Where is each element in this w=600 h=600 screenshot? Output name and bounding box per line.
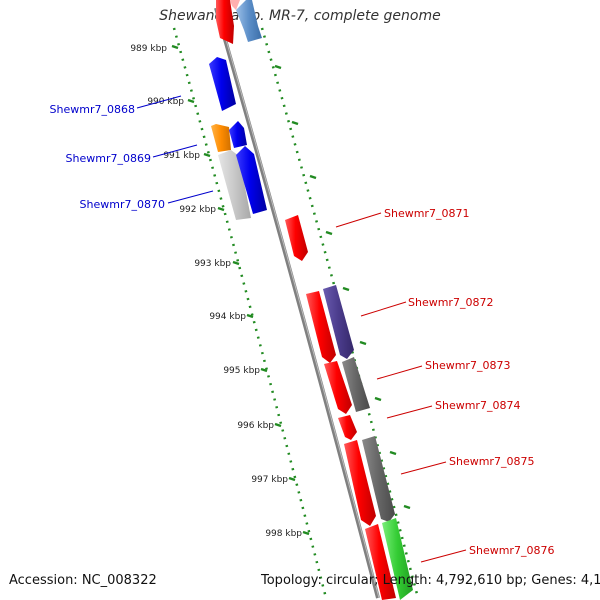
gene-shewmr7-0876[interactable] <box>365 524 396 600</box>
gene-shewmr7-0875[interactable] <box>344 440 376 526</box>
accession-label: Accession: NC_008322 <box>9 573 157 588</box>
gene-label-0875[interactable]: Shewmr7_0875 <box>449 455 534 468</box>
scale-label-989: 989 kbp <box>130 44 167 54</box>
gene-top-light-blue[interactable] <box>236 0 262 42</box>
gene-label-0872[interactable]: Shewmr7_0872 <box>408 296 493 309</box>
leader-line-0873 <box>376 365 423 380</box>
gene-shewmr7-0875-gray[interactable] <box>362 436 395 522</box>
gene-orange[interactable] <box>211 124 231 152</box>
gene-shewmr7-0870[interactable] <box>236 146 267 214</box>
gene-shewmr7-0876-green[interactable] <box>382 518 413 600</box>
gene-shewmr7-0870-gray[interactable] <box>218 150 251 220</box>
leader-line-0875 <box>400 461 447 475</box>
leader-line-0868 <box>136 95 182 109</box>
genome-stats-text: Topology: circular; Length: 4,792,610 bp… <box>261 573 600 588</box>
gene-label-0868[interactable]: Shewmr7_0868 <box>50 103 135 116</box>
leader-line-0870 <box>167 190 214 204</box>
gene-shewmr7-0873[interactable] <box>324 361 352 414</box>
inner-tick-track <box>172 27 328 599</box>
genome-backbone-highlight <box>216 7 380 599</box>
gene-label-0871[interactable]: Shewmr7_0871 <box>384 207 469 220</box>
leader-line-0876 <box>420 549 467 563</box>
gene-shewmr7-0869[interactable] <box>229 121 247 148</box>
scale-label-994: 994 kbp <box>209 312 246 322</box>
gene-label-0870[interactable]: Shewmr7_0870 <box>80 198 165 211</box>
scale-tick-marks <box>171 44 411 536</box>
leader-line-0869 <box>152 144 198 158</box>
scale-label-997: 997 kbp <box>251 475 288 485</box>
scale-label-990: 990 kbp <box>147 97 184 107</box>
gene-label-0869[interactable]: Shewmr7_0869 <box>66 152 151 165</box>
scale-label-996: 996 kbp <box>237 421 274 431</box>
gene-shewmr7-0871[interactable] <box>285 215 308 261</box>
genome-backbone <box>214 7 380 599</box>
genome-stats: Topology: circular; Length: 4,792,610 bp… <box>261 573 600 588</box>
gene-shewmr7-0874[interactable] <box>338 415 357 440</box>
gene-label-0874[interactable]: Shewmr7_0874 <box>435 399 520 412</box>
scale-label-992: 992 kbp <box>179 205 216 215</box>
leader-line-0871 <box>335 212 382 228</box>
gene-top-light-red[interactable] <box>230 0 240 10</box>
scale-label-995: 995 kbp <box>223 366 260 376</box>
scale-label-993: 993 kbp <box>194 259 231 269</box>
gene-label-0876[interactable]: Shewmr7_0876 <box>469 544 554 557</box>
scale-label-991: 991 kbp <box>163 151 200 161</box>
leader-line-0874 <box>386 405 433 419</box>
gene-shewmr7-0873-gray[interactable] <box>342 357 370 412</box>
scale-label-998: 998 kbp <box>265 529 302 539</box>
gene-shewmr7-0868[interactable] <box>209 57 236 111</box>
gene-shewmr7-0872[interactable] <box>306 291 336 363</box>
gene-label-0873[interactable]: Shewmr7_0873 <box>425 359 510 372</box>
gene-top-red[interactable] <box>216 0 234 44</box>
gene-shewmr7-0872-purple[interactable] <box>323 285 354 359</box>
leader-line-0872 <box>360 301 407 317</box>
